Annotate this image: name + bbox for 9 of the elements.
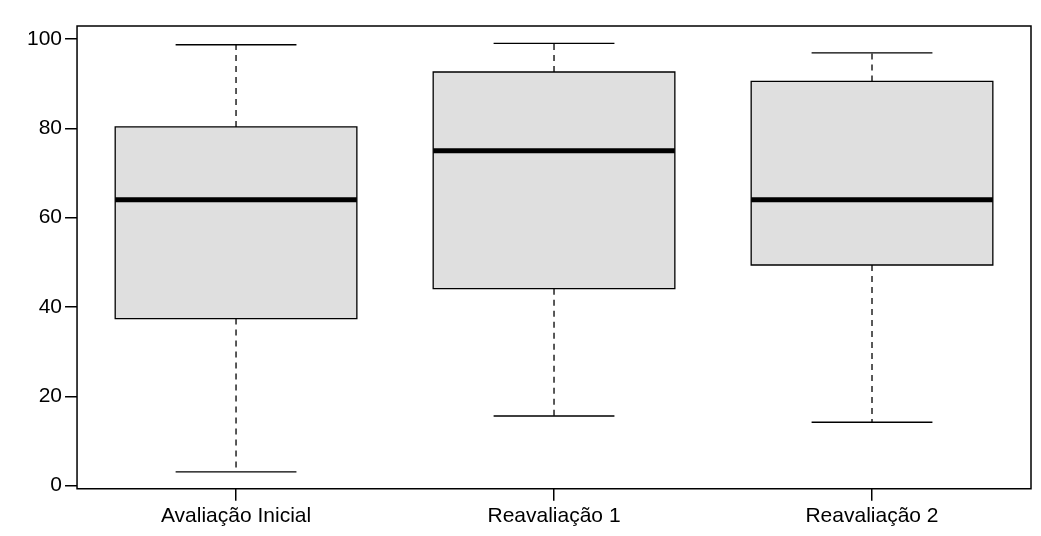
x-tick-label: Reavaliação 1: [487, 503, 621, 527]
x-tick-label: Reavaliação 2: [805, 503, 939, 527]
y-tick-label: 80: [38, 115, 63, 139]
y-tick-label: 40: [38, 293, 63, 317]
x-tick-label: Avaliação Inicial: [160, 503, 312, 527]
y-tick-label: 20: [38, 383, 63, 407]
y-tick-label: 60: [38, 204, 63, 228]
y-tick-label: 0: [50, 472, 63, 496]
y-tick-label: 100: [26, 25, 63, 49]
